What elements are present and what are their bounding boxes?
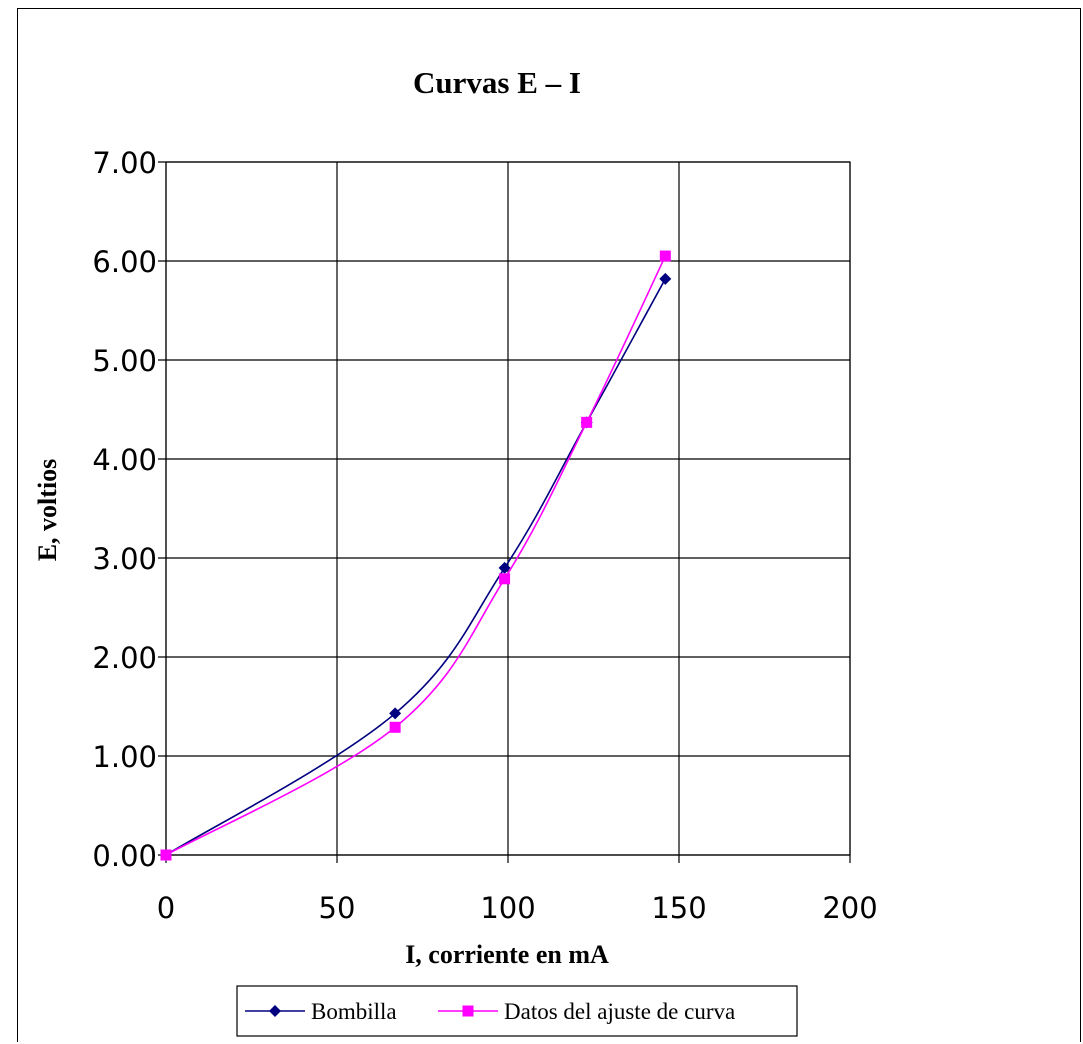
x-tick-label: 50 — [319, 891, 356, 925]
y-tick-label: 1.00 — [92, 740, 157, 774]
y-tick-label: 6.00 — [92, 245, 157, 279]
chart-title: Curvas E – I — [413, 65, 581, 100]
data-point-square — [390, 722, 401, 733]
y-tick-label: 2.00 — [92, 641, 157, 675]
y-tick-label: 7.00 — [92, 146, 157, 180]
data-markers — [160, 251, 671, 861]
legend-label: Bombilla — [311, 999, 397, 1024]
legend-label: Datos del ajuste de curva — [504, 999, 735, 1024]
y-tick-label: 0.00 — [92, 839, 157, 873]
x-tick-label: 200 — [822, 891, 877, 925]
data-point-square — [499, 573, 510, 584]
data-point-square — [161, 850, 172, 861]
data-point-square — [660, 251, 671, 262]
data-point-diamond — [659, 273, 671, 285]
y-tick-label: 5.00 — [92, 344, 157, 378]
data-point-square — [581, 417, 592, 428]
tick-labels: 0 50 100 150 200 0.00 1.00 2.00 3.00 4.00 5.00 6.00… — [92, 146, 877, 925]
legend-marker-square — [463, 1006, 474, 1017]
series-line-2 — [166, 256, 665, 855]
series-line-1 — [166, 279, 665, 855]
grid-lines — [158, 162, 850, 863]
y-tick-label: 3.00 — [92, 542, 157, 576]
legend: Bombilla Datos del ajuste de curva — [237, 986, 797, 1036]
x-axis-title: I, corriente en mA — [405, 940, 609, 969]
x-tick-label: 0 — [157, 891, 175, 925]
x-tick-label: 150 — [651, 891, 706, 925]
y-axis-title: E, voltios — [33, 459, 62, 562]
y-tick-label: 4.00 — [92, 443, 157, 477]
x-tick-label: 100 — [480, 891, 535, 925]
series-lines — [166, 256, 665, 855]
